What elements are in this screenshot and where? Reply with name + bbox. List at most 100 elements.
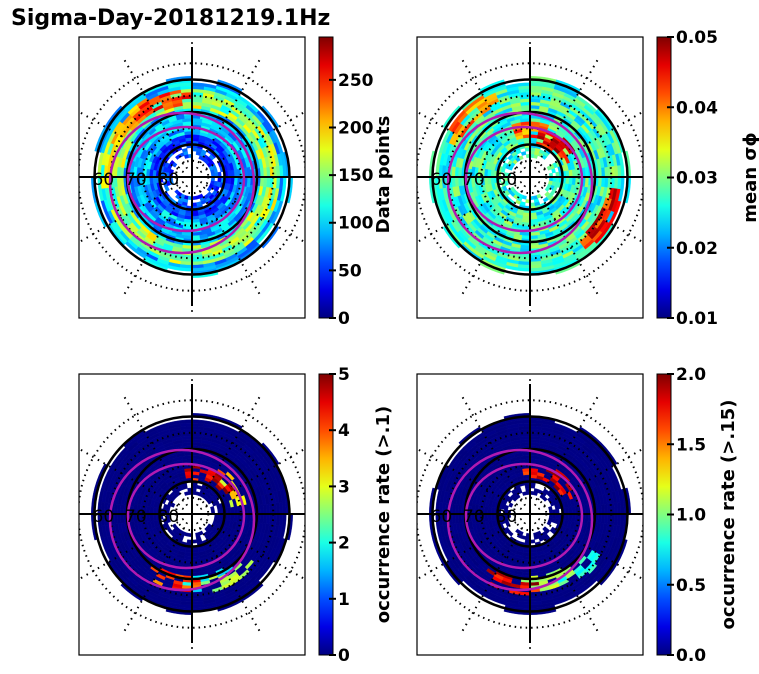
panel-bottom-right: 60 70 80 0.0 0.5 1.0 1.5 2.0 occurrence rate (>.… <box>416 365 739 666</box>
colorbar-tick-label: 0.03 <box>676 169 718 189</box>
heatmap-bin <box>536 193 542 199</box>
auroral-oval-inner <box>464 462 584 570</box>
lat-label: 60 <box>93 507 115 527</box>
colorbar-tick-label: 0.5 <box>676 576 706 596</box>
heatmap-bin <box>508 165 514 171</box>
heatmap-bin <box>164 185 170 192</box>
heatmap-bin <box>507 530 514 537</box>
heatmap-bin <box>175 154 181 160</box>
heatmap-bin <box>500 166 506 173</box>
auroral-oval-outer <box>108 111 256 255</box>
heatmap-bin <box>206 523 212 529</box>
heatmap-bin <box>206 191 213 198</box>
colorbar-tick-label: 4 <box>338 421 350 441</box>
heatmap-bin <box>170 502 176 508</box>
lat-label: 80 <box>158 170 180 190</box>
heatmap-bin <box>183 491 189 496</box>
figure-title: Sigma-Day-20181219.1Hz <box>11 6 331 31</box>
colorbar-tick-label: 150 <box>338 166 374 186</box>
panel-top-right: 60 70 80 0.01 0.02 0.03 0.04 0.05 mean σϕ <box>416 28 759 329</box>
heatmap-bin <box>507 497 513 503</box>
heatmap-bin <box>183 154 189 159</box>
heatmap-bin <box>542 526 548 532</box>
axes-frame <box>416 373 644 656</box>
axes-frame <box>78 373 306 656</box>
heatmap-bin <box>544 191 551 198</box>
colorbar-tick-label: 2.0 <box>676 365 706 385</box>
heatmap-bin <box>172 162 178 168</box>
axes-frame <box>416 36 644 319</box>
colorbar-tick-label: 0 <box>338 646 350 666</box>
heatmap-bin <box>518 530 524 536</box>
colorbar-tick-label: 0.0 <box>676 646 706 666</box>
heatmap-bin <box>198 530 204 536</box>
colorbar-label: occurrence rate (>.1) <box>373 406 394 623</box>
lat-label: 60 <box>93 170 115 190</box>
heatmap-bin <box>198 155 204 161</box>
heatmap-bins <box>91 413 293 615</box>
colorbar: 0 1 2 3 4 5 occurrence rate (>.1) <box>318 365 394 666</box>
colorbar: 0 50 100 150 200 250 Data points <box>318 36 394 329</box>
heatmap-bin <box>520 535 527 540</box>
colorbar-tick-label: 100 <box>338 214 374 234</box>
heatmap-bin <box>539 494 545 500</box>
colorbar-tick-label: 1 <box>338 590 350 610</box>
colorbar-tick-label: 50 <box>338 261 362 281</box>
colorbar: 0.0 0.5 1.0 1.5 2.0 occurrence rate (>.15) <box>656 365 739 666</box>
heatmap-bin <box>210 505 215 511</box>
heatmap-bins <box>91 76 293 278</box>
heatmap-bin <box>548 505 553 511</box>
heatmap-bin <box>196 484 203 490</box>
auroral-oval-outer <box>108 448 256 592</box>
colorbar-label: mean σϕ <box>740 132 759 223</box>
heatmap-bin <box>504 180 509 187</box>
lat-label: 80 <box>496 507 518 527</box>
heatmap-bin <box>549 526 556 534</box>
colorbar: 0.01 0.02 0.03 0.04 0.05 mean σϕ <box>656 28 759 329</box>
auroral-oval-inner <box>126 462 246 570</box>
colorbar-tick-label: 0.02 <box>676 239 718 259</box>
heatmap-bin <box>519 201 526 207</box>
heatmap-bin <box>521 195 527 200</box>
colorbar-label: Data points <box>373 116 394 234</box>
lat-label: 60 <box>431 170 453 190</box>
lat-label: 70 <box>463 170 485 190</box>
auroral-oval-outer <box>446 448 594 592</box>
colorbar-tick-label: 1.5 <box>676 435 706 455</box>
lat-label: 70 <box>125 507 147 527</box>
heatmap-bin <box>521 491 527 496</box>
colorbar-tick-label: 0.01 <box>676 309 718 329</box>
heatmap-bin <box>169 180 174 186</box>
colorbar-tick-label: 0 <box>338 309 350 329</box>
lat-label: 80 <box>496 170 518 190</box>
lat-label: 60 <box>431 507 453 527</box>
colorbar-tick-label: 2 <box>338 534 350 554</box>
auroral-oval-outer <box>446 111 594 255</box>
lat-label: 80 <box>158 507 180 527</box>
heatmap-bin <box>198 193 204 199</box>
colorbar-tick-label: 5 <box>338 365 350 385</box>
heatmap-bin <box>547 497 553 503</box>
axes-frame <box>78 36 306 319</box>
colorbar-tick-label: 0.05 <box>676 28 718 48</box>
colorbar-tick-label: 250 <box>338 71 374 91</box>
panel-top-left: 60 70 80 0 50 100 150 200 250 Data points <box>78 36 394 329</box>
colorbar-tick-label: 3 <box>338 477 350 497</box>
heatmap-bin <box>520 151 527 156</box>
heatmap-bin <box>195 151 202 156</box>
lat-label: 70 <box>463 507 485 527</box>
auroral-oval-inner <box>126 125 246 233</box>
lat-label: 70 <box>125 170 147 190</box>
colorbar-tick-label: 200 <box>338 118 374 138</box>
heatmap-bin <box>166 517 171 524</box>
heatmap-bin <box>508 502 514 508</box>
auroral-oval-inner <box>464 125 584 233</box>
heatmap-bin <box>512 496 518 502</box>
colorbar-gradient <box>318 36 334 319</box>
colorbar-tick-label: 1.0 <box>676 506 706 526</box>
colorbar-gradient <box>318 373 334 656</box>
colorbar-tick-label: 0.04 <box>676 98 718 118</box>
panel-bottom-left: 60 70 80 0 1 2 3 4 5 occurrence rate (>.1) <box>78 365 394 666</box>
colorbar-label: occurrence rate (>.15) <box>718 400 739 630</box>
